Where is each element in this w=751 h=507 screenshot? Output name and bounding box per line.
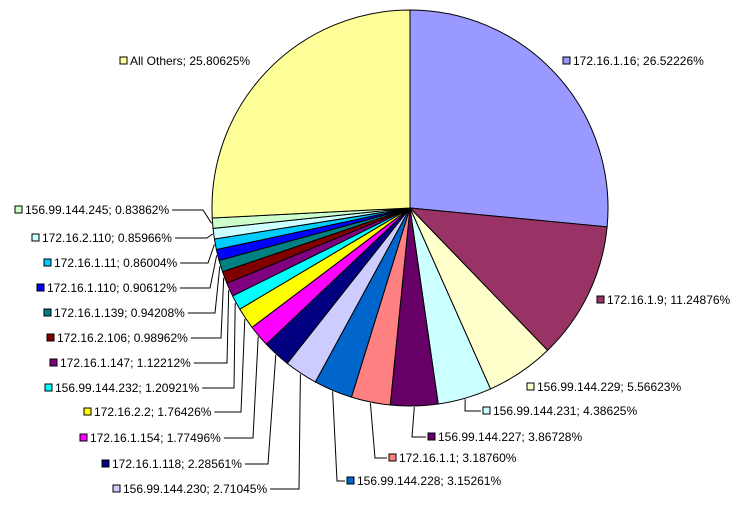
slice-label: 172.16.1.110; 0.90612%: [47, 281, 177, 295]
slice-label: 172.16.1.139; 0.94208%: [54, 306, 185, 320]
slice-marker: [101, 459, 110, 468]
slice-label: 172.16.1.11; 0.86004%: [54, 256, 178, 270]
leader-line: [464, 399, 481, 412]
pie-slice: [211, 9, 411, 219]
slice-marker: [79, 433, 88, 442]
leader-line: [187, 266, 221, 314]
slice-marker: [36, 283, 45, 292]
slice-label: 172.16.2.106; 0.98962%: [57, 331, 188, 345]
leader-line: [193, 289, 230, 364]
leader-line: [172, 209, 213, 224]
slice-label: 172.16.1.16; 26.52226%: [573, 54, 704, 68]
slice-marker: [562, 56, 571, 65]
pie-slice: [408, 207, 608, 352]
slice-label: 172.16.1.147; 1.12212%: [60, 356, 191, 370]
slice-label: 156.99.144.227; 3.86728%: [438, 430, 582, 444]
slice-marker: [112, 484, 121, 493]
slice-label: 172.16.1.154; 1.77496%: [90, 431, 221, 445]
leader-line: [174, 233, 213, 239]
leader-line: [202, 303, 236, 389]
slice-marker: [43, 258, 52, 267]
leader-line: [179, 255, 218, 289]
slice-label: 156.99.144.229; 5.56623%: [537, 380, 681, 394]
leader-line: [180, 244, 215, 264]
slice-labels: 172.16.1.16; 26.52226% 172.16.1.9; 11.248…: [14, 54, 731, 496]
slice-label: 172.16.1.118; 2.28561%: [112, 457, 242, 471]
slice-marker: [526, 382, 535, 391]
slice-label: 172.16.1.1; 3.18760%: [399, 451, 517, 465]
leader-line: [369, 402, 387, 459]
slice-marker: [482, 406, 491, 415]
slice-label: 172.16.1.9; 11.24876%: [607, 293, 731, 307]
slice-label: 156.99.144.245; 0.83862%: [25, 203, 169, 217]
slice-marker: [346, 476, 355, 485]
leader-lines: [172, 209, 481, 490]
slice-marker: [596, 295, 605, 304]
slice-label: 156.99.144.228; 3.15261%: [357, 474, 501, 488]
slice-marker: [427, 432, 436, 441]
leader-line: [214, 318, 246, 413]
slice-label: 172.16.2.2; 1.76426%: [94, 405, 212, 419]
slice-label: 156.99.144.232; 1.20921%: [55, 381, 199, 395]
slice-marker: [49, 358, 58, 367]
slice-marker: [43, 308, 52, 317]
leader-line: [411, 406, 426, 438]
slice-label: 156.99.144.231; 4.38625%: [493, 404, 637, 418]
leader-line: [332, 391, 345, 482]
slice-label: 156.99.144.230; 2.71045%: [123, 482, 267, 496]
leader-line: [244, 354, 277, 465]
slice-marker: [31, 233, 40, 242]
leader-line: [190, 277, 225, 339]
slice-marker: [44, 383, 53, 392]
leader-line: [270, 374, 301, 490]
slice-marker: [119, 56, 128, 65]
pie-slices: [211, 9, 609, 407]
slice-marker: [14, 205, 23, 214]
leader-line: [223, 336, 259, 439]
slice-marker: [83, 407, 92, 416]
slice-label: All Others; 25.80625%: [130, 54, 250, 68]
slice-label: 172.16.2.110; 0.85966%: [42, 231, 172, 245]
slice-marker: [46, 333, 55, 342]
pie-slice: [409, 9, 609, 228]
slice-marker: [388, 453, 397, 462]
